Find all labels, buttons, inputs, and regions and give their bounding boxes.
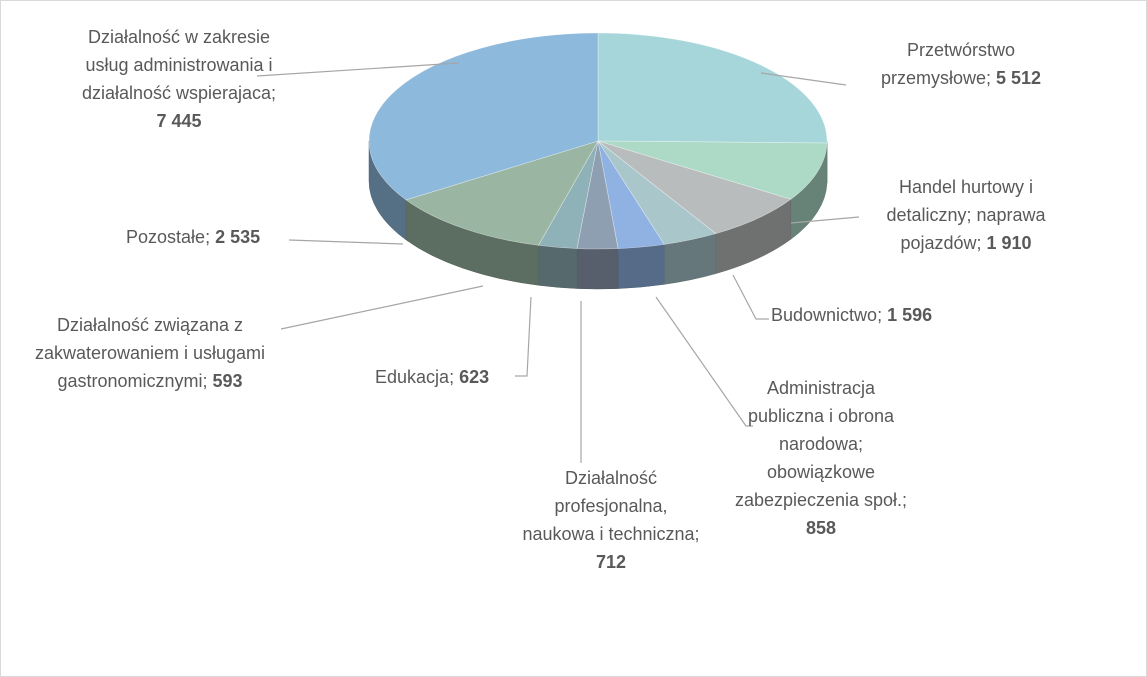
data-label: Działalność profesjonalna, naukowa i tec… (521, 464, 701, 576)
slice-side (617, 244, 665, 289)
label-value: 5 512 (996, 68, 1042, 88)
label-value: 858 (805, 518, 837, 538)
label-separator: ; (694, 524, 700, 544)
label-separator: ; (976, 233, 987, 253)
slice (597, 32, 828, 144)
label-value: 7 445 (156, 111, 202, 131)
label-separator: ; (877, 305, 888, 325)
label-category: Pozostałe (126, 227, 206, 247)
data-label: Administracja publiczna i obrona narodow… (731, 374, 911, 542)
leader-line (760, 72, 847, 86)
label-category: Budownictwo (771, 305, 878, 325)
data-label: Edukacja; 623 (375, 363, 535, 391)
label-category: Działalność profesjonalna, naukowa i tec… (522, 468, 695, 544)
label-separator: ; (902, 490, 908, 510)
leader-line (288, 239, 404, 245)
label-category: Handel hurtowy i detaliczny; naprawa poj… (886, 177, 1046, 253)
data-label: Handel hurtowy i detaliczny; naprawa poj… (861, 173, 1071, 257)
slice-side (576, 248, 619, 290)
label-category: Administracja publiczna i obrona narodow… (734, 378, 903, 510)
leader-line (732, 274, 769, 320)
data-label: Budownictwo; 1 596 (771, 301, 991, 329)
label-value: 623 (459, 367, 490, 387)
label-category: Działalność w zakresie usług administrow… (81, 27, 273, 103)
slice-side (538, 245, 578, 289)
slice (597, 140, 792, 234)
label-separator: ; (985, 68, 996, 88)
label-separator: ; (202, 371, 213, 391)
label-category: Edukacja (375, 367, 450, 387)
slice (368, 32, 599, 201)
leader-line (256, 62, 460, 77)
label-value: 712 (595, 552, 627, 572)
label-value: 593 (212, 371, 243, 391)
leader-line (515, 296, 532, 377)
label-separator: ; (205, 227, 216, 247)
data-label: Działalność w zakresie usług administrow… (79, 23, 279, 135)
leader-line (790, 216, 860, 224)
leader-line (655, 296, 753, 427)
data-label: Pozostałe; 2 535 (126, 223, 296, 251)
leader-line (280, 285, 484, 330)
slice (405, 140, 599, 246)
label-category: Działalność związana z zakwaterowaniem i… (34, 315, 266, 391)
label-value: 2 535 (215, 227, 261, 247)
label-category: Przetwórstwo przemysłowe (880, 40, 1016, 88)
label-separator: ; (271, 83, 277, 103)
data-label: Działalność związana z zakwaterowaniem i… (16, 311, 284, 395)
label-value: 1 910 (986, 233, 1032, 253)
label-separator: ; (449, 367, 460, 387)
slice (597, 140, 828, 200)
label-value: 1 596 (887, 305, 933, 325)
data-label: Przetwórstwo przemysłowe; 5 512 (851, 36, 1071, 92)
